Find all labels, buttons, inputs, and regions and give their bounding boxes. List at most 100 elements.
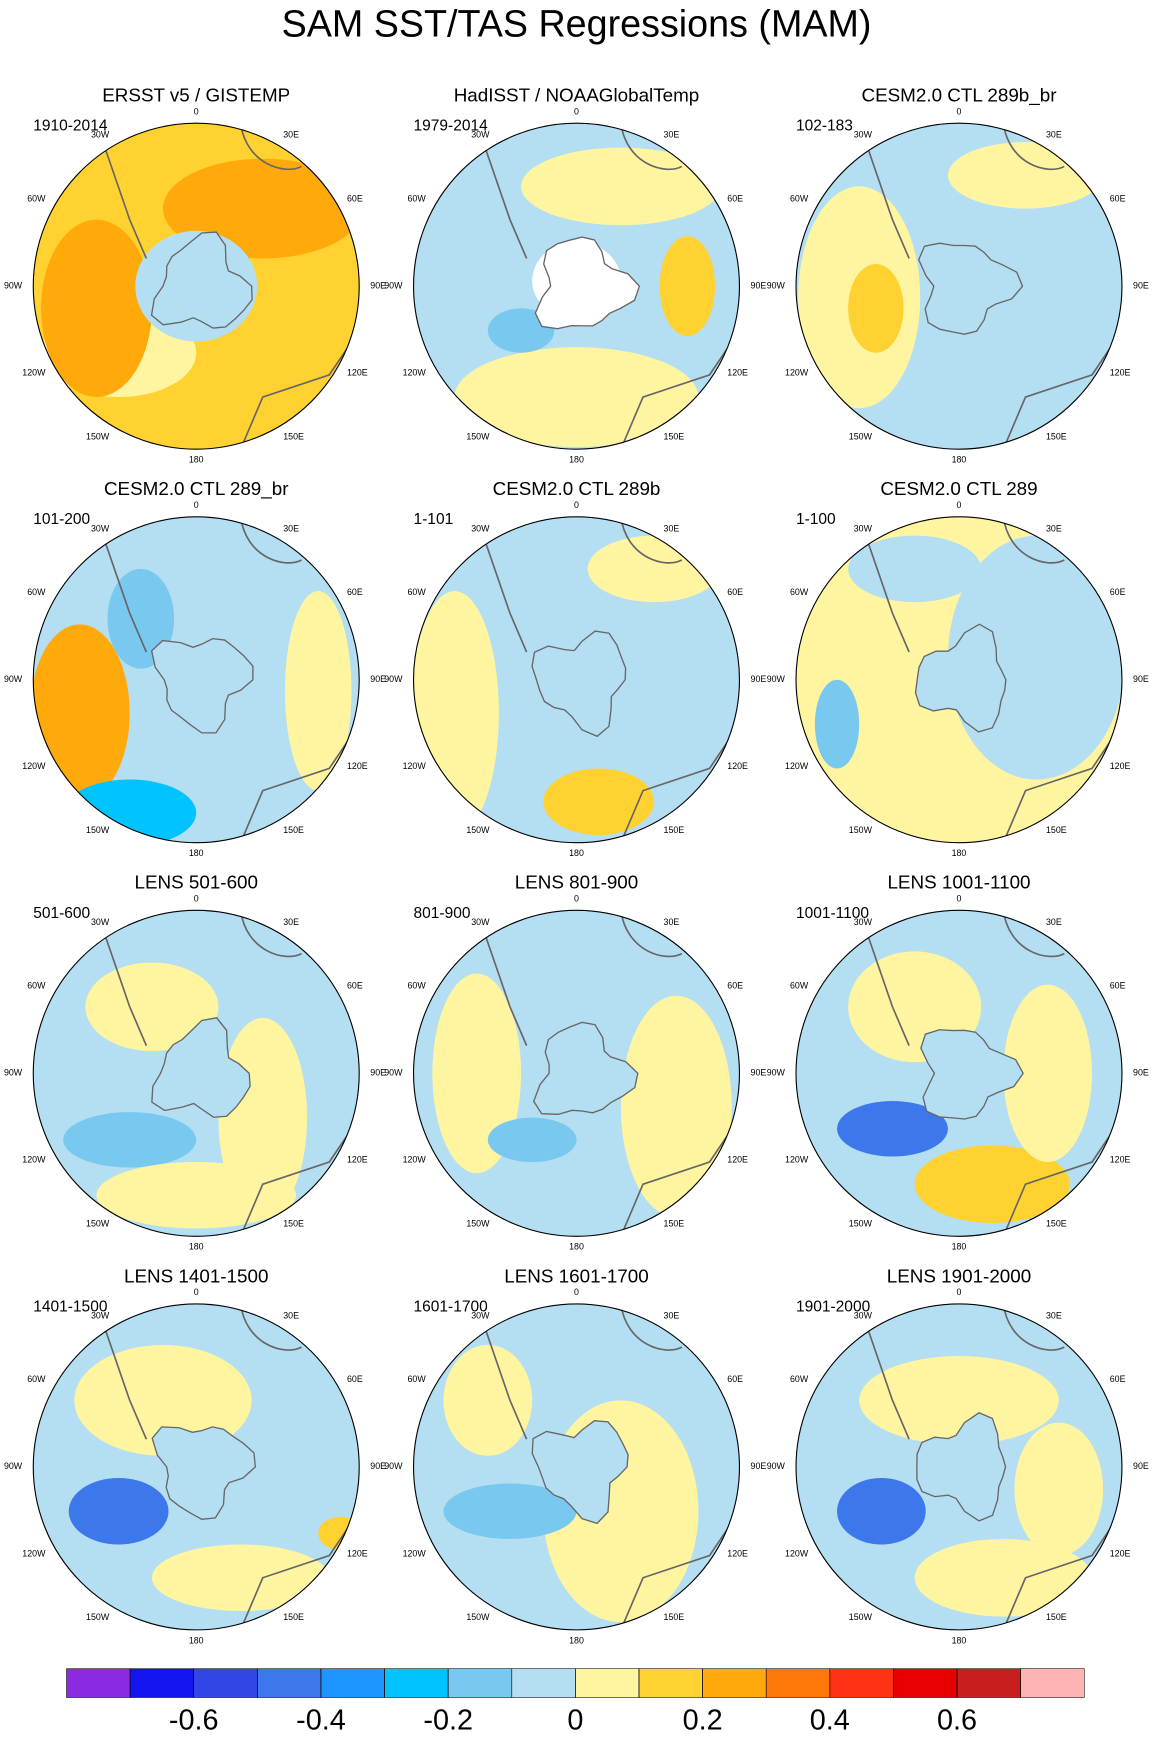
longitude-label: 120E	[727, 1155, 748, 1165]
longitude-label: 30W	[854, 917, 873, 927]
field-blob	[85, 962, 219, 1052]
map-field	[413, 123, 740, 450]
coastline	[239, 330, 360, 450]
longitude-label: 180	[569, 1635, 584, 1645]
longitude-label: 90W	[767, 1068, 786, 1078]
longitude-label: 120W	[22, 761, 46, 771]
longitude-label: 30W	[91, 1310, 110, 1320]
colorbar-tick-label: 0.4	[810, 1705, 850, 1737]
longitude-label: 90E	[370, 674, 386, 684]
colorbar-tick-label: -0.6	[169, 1705, 219, 1737]
longitude-label: 90W	[767, 281, 786, 291]
colorbar-box	[702, 1668, 767, 1698]
longitude-label: 150E	[1046, 825, 1067, 835]
colorbar-box	[638, 1668, 703, 1698]
longitude-label: 150W	[86, 1218, 110, 1228]
longitude-label: 60E	[1110, 1374, 1126, 1384]
field-blob	[63, 779, 197, 843]
longitude-label: 0	[574, 1287, 579, 1297]
map-panel: LENS 1401-1500 1401-1500 0 30E 60E 90E 120E 150…	[4, 1265, 386, 1645]
map-field	[796, 123, 1122, 450]
longitude-label: 60E	[347, 587, 363, 597]
coastline	[1002, 910, 1065, 958]
longitude-label: 120E	[727, 761, 748, 771]
colorbar-box	[129, 1668, 195, 1698]
longitude-label: 60W	[790, 981, 809, 991]
map-panel: LENS 1901-2000 1901-2000 0 30E 60E 90E 120E 150…	[767, 1265, 1149, 1645]
panel-title: LENS 1401-1500	[124, 1265, 268, 1286]
longitude-label: 90W	[4, 1461, 23, 1471]
panel-title: CESM2.0 CTL 289b	[493, 478, 661, 499]
longitude-label: 180	[952, 1635, 967, 1645]
panel-title: CESM2.0 CTL 289_br	[104, 478, 289, 500]
longitude-label: 180	[189, 848, 204, 858]
colorbar-tick-label: 0.6	[937, 1705, 977, 1737]
longitude-label: 0	[957, 1287, 962, 1297]
longitude-label: 60E	[347, 981, 363, 991]
field-blob	[587, 535, 721, 603]
longitude-label: 0	[194, 894, 199, 904]
coastline	[1002, 1510, 1122, 1630]
colorbar-box	[1020, 1668, 1085, 1698]
longitude-label: 30E	[283, 523, 299, 533]
map-field	[796, 910, 1122, 1237]
panel-period: 1601-1700	[414, 1298, 489, 1315]
colorbar-box	[829, 1668, 894, 1698]
longitude-label: 180	[569, 1242, 584, 1252]
field-blob	[859, 1356, 1059, 1445]
longitude-label: 180	[189, 1635, 204, 1645]
colorbar-box	[893, 1668, 958, 1698]
longitude-label: 60W	[408, 587, 427, 597]
coastline	[95, 910, 148, 1046]
coastline	[620, 1303, 683, 1351]
colorbar-box	[66, 1668, 131, 1698]
longitude-label: 60W	[408, 1374, 427, 1384]
coastline	[620, 123, 683, 171]
longitude-label: 150W	[86, 431, 110, 441]
coastline	[239, 1117, 360, 1237]
map-panel: LENS 1601-1700 1601-1700 0 30E 60E 90E 120E 150…	[384, 1265, 766, 1645]
coastline	[475, 910, 528, 1046]
longitude-label: 120E	[347, 368, 368, 378]
field-blob	[284, 591, 352, 791]
antarctica	[532, 1021, 639, 1116]
panel-period: 1401-1500	[33, 1298, 108, 1315]
longitude-label: 60W	[790, 193, 809, 203]
longitude-label: 120W	[403, 1155, 427, 1165]
longitude-label: 120W	[403, 368, 427, 378]
panel-title: CESM2.0 CTL 289b_br	[861, 85, 1056, 107]
longitude-label: 90E	[370, 1068, 386, 1078]
longitude-label: 120E	[727, 368, 748, 378]
map-border	[32, 516, 360, 844]
panel-title: LENS 1901-2000	[887, 1265, 1031, 1286]
antarctica	[151, 1017, 251, 1118]
antarctica	[531, 630, 627, 738]
map-field	[413, 910, 740, 1237]
coastline	[475, 123, 528, 259]
map-panel: HadISST / NOAAGlobalTemp 1979-2014 0 30E 60E…	[384, 85, 766, 465]
longitude-label: 90W	[384, 674, 403, 684]
longitude-label: 0	[194, 500, 199, 510]
longitude-label: 150W	[849, 1612, 873, 1622]
longitude-label: 30W	[854, 523, 873, 533]
longitude-label: 30E	[1046, 917, 1062, 927]
coastline	[858, 910, 910, 1046]
field-blob	[432, 973, 522, 1174]
longitude-label: 120W	[22, 1548, 46, 1558]
longitude-label: 120W	[785, 368, 809, 378]
colorbar-tick-label: 0	[567, 1705, 583, 1737]
coastline	[1002, 723, 1122, 843]
antarctica	[151, 1426, 257, 1521]
field-blob	[454, 347, 699, 447]
longitude-label: 90E	[1133, 1461, 1149, 1471]
colorbar-tick-label: -0.4	[296, 1705, 346, 1737]
longitude-label: 90W	[4, 281, 23, 291]
longitude-label: 90W	[4, 1068, 23, 1078]
coastline	[620, 1510, 740, 1630]
longitude-label: 60E	[727, 193, 743, 203]
coastline	[858, 123, 910, 259]
longitude-label: 0	[574, 894, 579, 904]
map-panel: CESM2.0 CTL 289b_br 102-183 0 30E 60E 90E 120E…	[767, 85, 1149, 465]
longitude-label: 180	[189, 455, 204, 465]
